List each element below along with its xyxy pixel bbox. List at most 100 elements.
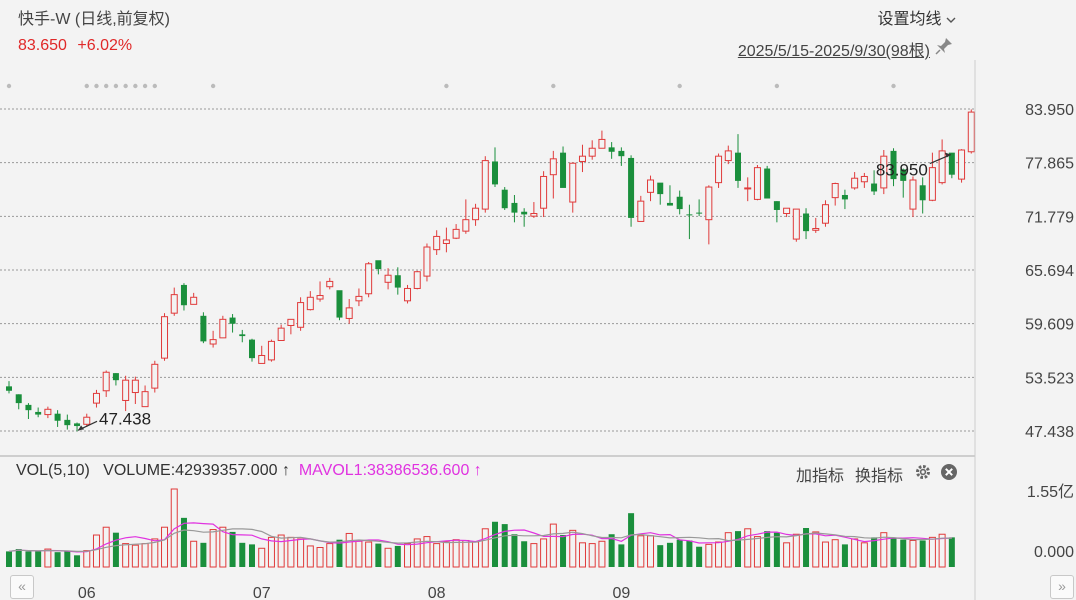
volume-bar [715,541,723,568]
candle-body [938,150,946,184]
volume-bar [355,540,363,568]
event-marker [133,83,138,89]
candle-body [841,194,848,200]
scroll-left-button[interactable]: « [10,575,34,599]
volume-bar [821,541,829,568]
candle [948,152,955,179]
candle [900,168,907,198]
volume-bar [404,543,412,568]
volume-bar [792,533,800,568]
candle-body [316,295,324,300]
volume-bar [657,545,664,567]
volume-bar [880,532,888,568]
candle-body [413,271,421,289]
candle-body [151,363,159,389]
arrow-up-icon: ↑ [473,462,482,479]
candle [15,394,22,410]
volume-bar [161,526,169,568]
candle [880,150,888,195]
candle [773,201,780,223]
candle-body [25,404,32,411]
candle-body [6,386,12,391]
candle-body [423,246,431,277]
volume-bar [841,544,848,567]
candle [803,208,810,240]
volume-bar [948,537,955,567]
volume-bar [560,535,567,567]
candle-body [569,162,577,203]
volume-bar [696,546,703,567]
volume-bar [530,543,538,568]
candle [131,376,139,404]
candle [928,152,936,202]
low-annotation: 47.438 [99,409,151,428]
volume-bar [25,551,32,567]
candle-body [618,150,625,157]
candle-body [258,354,266,364]
candle [92,389,100,408]
candle [151,360,159,393]
volume-bar [131,544,139,568]
candle [637,195,645,222]
candle [792,208,800,242]
setting-ma-button[interactable]: 设置均线 [878,5,956,29]
volume-bar [588,543,596,568]
volume-bar [170,488,178,568]
candle-body [647,179,655,193]
candle-body [628,157,635,218]
candle-body [54,413,61,421]
candle [102,370,110,397]
event-marker [152,83,157,89]
candle [696,199,703,217]
candle-body [657,182,664,195]
candle [316,281,324,302]
event-marker [444,83,449,89]
price-line: 83.650 +6.02% [18,37,132,55]
volume-bar [6,551,12,567]
event-marker [774,83,780,89]
candle [229,314,236,333]
candle [871,170,878,195]
candle-body [229,317,236,324]
page-title: 快手-W (日线,前复权) [18,11,170,28]
volume-bar [74,555,81,567]
x-tick-label: 06 [78,585,96,600]
current-price: 83.650 [18,37,67,54]
chevron-down-icon [946,17,956,23]
candle-body [267,340,275,361]
volume-bar [112,532,119,567]
scroll-right-button[interactable]: » [1050,575,1074,599]
candle [783,207,791,218]
pin-icon[interactable] [934,36,954,56]
event-marker [551,83,556,89]
event-marker [6,83,12,89]
x-tick-label: 07 [253,585,271,600]
candle-body [871,183,878,192]
candle [608,142,615,159]
swap-indicator-button[interactable]: 换指标 [854,468,903,485]
volume-bar [423,536,431,568]
candle [336,290,343,321]
candle [6,381,12,394]
candle-body [511,202,518,213]
volume-bar [900,539,907,567]
volume-bar [229,531,236,567]
gear-icon[interactable] [914,463,932,481]
candle [35,407,42,418]
volume-bar [15,549,22,567]
candle-body [141,391,149,408]
volume-bar [35,551,42,567]
candle [860,172,868,188]
volume-bar [452,539,460,568]
add-indicator-button[interactable]: 加指标 [795,468,844,485]
volume-bar [277,534,285,568]
candle-body [306,296,314,311]
candle [297,297,305,331]
volume-bar [735,531,741,567]
high-arrow-head [944,152,951,158]
candle-body [472,207,480,221]
candle-body [277,327,285,341]
close-icon[interactable] [940,463,958,481]
volume-bar [336,539,343,567]
date-range-label[interactable]: 2025/5/15-2025/9/30(98根) [737,43,930,60]
